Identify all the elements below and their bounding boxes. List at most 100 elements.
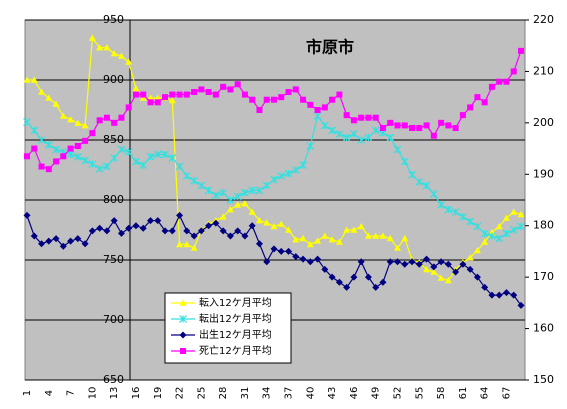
data-point (278, 94, 285, 101)
y2-tick-label: 190 (533, 167, 554, 180)
chart-title: 市原市 (306, 38, 354, 57)
data-point (234, 81, 241, 88)
x-tick-label: 55 (414, 387, 425, 400)
data-point (255, 186, 264, 195)
data-point (430, 268, 438, 275)
data-point (117, 229, 125, 237)
data-point (452, 268, 460, 276)
x-tick-label: 31 (240, 387, 251, 400)
data-point (474, 94, 481, 101)
data-point (429, 190, 438, 198)
data-point (168, 154, 177, 162)
x-tick-label: 52 (393, 387, 404, 400)
data-point (233, 192, 242, 201)
data-point (198, 86, 205, 93)
data-point (212, 219, 220, 227)
data-point (110, 217, 118, 225)
data-point (44, 140, 53, 149)
data-point (81, 240, 89, 248)
x-tick-label: 43 (327, 387, 338, 400)
data-point (430, 132, 437, 139)
data-point (445, 122, 452, 129)
data-point (226, 206, 234, 213)
data-point (241, 200, 249, 207)
x-tick-label: 40 (305, 387, 316, 400)
data-point (234, 227, 242, 235)
data-point (444, 260, 452, 268)
data-point (248, 222, 256, 230)
data-point (386, 133, 395, 142)
data-point (226, 232, 234, 240)
data-point (306, 258, 314, 266)
data-point (73, 152, 82, 161)
data-point (364, 133, 373, 142)
data-point (488, 83, 495, 90)
data-point (292, 253, 300, 261)
data-point (234, 201, 242, 208)
data-point (329, 96, 336, 103)
data-point (336, 91, 343, 98)
data-point (473, 222, 482, 231)
data-point (23, 76, 31, 83)
data-point (423, 255, 431, 263)
data-point (262, 181, 271, 190)
data-point (393, 145, 402, 154)
data-point (124, 148, 133, 156)
data-point (386, 258, 394, 266)
data-point (285, 226, 293, 233)
data-point (510, 68, 517, 75)
y2-tick-label: 150 (533, 373, 554, 386)
data-point (408, 258, 416, 266)
data-point (88, 34, 96, 41)
data-point (495, 222, 503, 230)
data-point (52, 100, 60, 107)
data-point (379, 232, 387, 239)
x-tick-label: 25 (196, 387, 207, 400)
data-point (343, 226, 351, 233)
data-point (299, 161, 307, 170)
x-tick-label: 58 (436, 387, 447, 400)
data-point (220, 83, 227, 90)
data-point (307, 101, 314, 108)
y2-tick-label: 210 (533, 64, 554, 77)
data-point (357, 222, 365, 230)
data-point (364, 232, 372, 239)
data-point (473, 273, 481, 281)
data-point (154, 94, 162, 101)
data-point (503, 78, 510, 85)
data-point (277, 220, 285, 227)
data-point (495, 234, 504, 243)
data-point (437, 200, 446, 209)
data-point (255, 240, 263, 248)
x-tick-label: 67 (501, 387, 512, 400)
data-point (343, 112, 350, 119)
data-point (89, 130, 96, 137)
data-point (183, 227, 191, 235)
data-point (488, 232, 496, 240)
data-point (190, 232, 198, 240)
data-point (387, 119, 394, 126)
data-point (117, 52, 125, 59)
data-point (154, 217, 162, 225)
data-point (53, 158, 60, 165)
data-point (518, 47, 524, 54)
data-point (400, 157, 409, 166)
x-tick-label: 13 (109, 387, 120, 400)
legend-label: 転出12ケ月平均 (199, 312, 272, 325)
data-point (226, 196, 235, 204)
data-point (263, 219, 271, 226)
data-point (241, 232, 249, 240)
y2-tick-label: 220 (533, 13, 554, 26)
data-point (277, 172, 286, 180)
data-point (459, 260, 467, 268)
data-point (103, 114, 110, 121)
data-point (502, 214, 510, 221)
data-point (502, 229, 511, 238)
data-point (452, 125, 459, 131)
data-point (30, 76, 38, 83)
data-point (343, 283, 351, 291)
data-point (227, 86, 234, 93)
data-point (154, 99, 161, 106)
data-point (30, 232, 38, 240)
